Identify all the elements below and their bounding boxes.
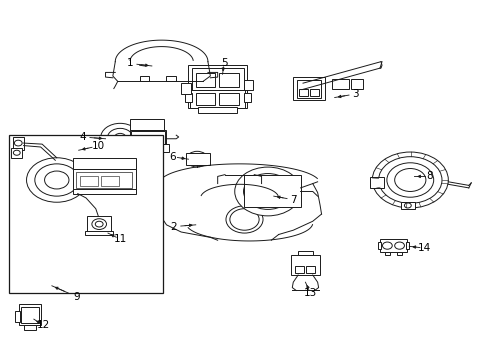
Bar — [243, 93, 250, 102]
Bar — [73, 169, 136, 190]
Circle shape — [404, 203, 410, 208]
Text: 8: 8 — [426, 171, 432, 181]
Bar — [166, 76, 176, 81]
Bar — [73, 158, 136, 169]
Circle shape — [35, 164, 79, 196]
Bar — [188, 65, 246, 108]
Bar — [84, 231, 113, 234]
Circle shape — [186, 151, 207, 167]
Bar — [384, 252, 389, 255]
Circle shape — [229, 209, 259, 230]
Circle shape — [371, 152, 447, 208]
Circle shape — [14, 140, 22, 146]
Bar — [195, 93, 215, 105]
Bar — [298, 251, 312, 255]
Circle shape — [243, 174, 292, 210]
Bar — [13, 137, 23, 149]
Bar — [293, 77, 325, 100]
Text: 12: 12 — [37, 320, 50, 330]
Circle shape — [26, 158, 87, 202]
Circle shape — [378, 157, 441, 203]
Circle shape — [135, 135, 140, 139]
Bar — [369, 177, 383, 188]
Text: 7: 7 — [289, 195, 296, 205]
Circle shape — [13, 150, 20, 155]
Text: 10: 10 — [91, 141, 104, 151]
Circle shape — [95, 221, 103, 227]
Circle shape — [394, 242, 404, 249]
Circle shape — [382, 242, 391, 249]
Bar — [379, 239, 406, 252]
Bar — [73, 189, 136, 194]
Bar — [80, 176, 98, 186]
Circle shape — [253, 181, 282, 202]
Circle shape — [394, 168, 425, 192]
Bar — [76, 172, 132, 188]
Text: 2: 2 — [170, 222, 177, 231]
Circle shape — [234, 167, 301, 216]
Bar — [130, 119, 163, 130]
Bar — [129, 144, 168, 152]
Bar — [21, 307, 39, 323]
Text: 14: 14 — [417, 243, 430, 253]
Bar — [131, 131, 164, 144]
Bar — [15, 311, 20, 321]
Circle shape — [260, 186, 275, 197]
Bar — [198, 107, 237, 113]
Circle shape — [41, 274, 51, 282]
Bar — [309, 89, 318, 96]
Text: 4: 4 — [79, 132, 86, 142]
Text: 11: 11 — [113, 234, 126, 244]
Circle shape — [386, 163, 433, 197]
Circle shape — [101, 123, 140, 152]
Text: 6: 6 — [169, 152, 175, 162]
Bar — [87, 216, 111, 232]
Text: 13: 13 — [303, 288, 316, 298]
Bar — [405, 242, 408, 249]
Bar — [305, 266, 314, 273]
Text: 3: 3 — [352, 89, 358, 99]
Text: 9: 9 — [73, 292, 80, 302]
Bar — [181, 83, 190, 94]
Bar — [244, 175, 300, 207]
Bar — [377, 242, 380, 249]
Circle shape — [225, 206, 263, 233]
Bar — [195, 73, 215, 87]
Bar — [243, 80, 253, 90]
Bar — [219, 73, 238, 87]
Bar — [189, 90, 245, 108]
Bar — [31, 275, 36, 284]
Bar — [130, 130, 166, 145]
Bar — [219, 93, 238, 105]
Bar — [11, 148, 22, 158]
Bar — [396, 252, 401, 255]
Bar — [290, 255, 320, 275]
Circle shape — [190, 154, 203, 164]
Text: 5: 5 — [220, 58, 227, 68]
Bar — [295, 266, 304, 273]
Bar — [191, 68, 243, 90]
Bar — [101, 176, 119, 186]
Bar — [140, 76, 149, 81]
Circle shape — [107, 129, 133, 147]
Text: 1: 1 — [126, 58, 133, 68]
Bar — [19, 305, 41, 325]
Bar — [9, 135, 163, 293]
Circle shape — [114, 134, 126, 142]
Bar — [184, 93, 192, 102]
Bar — [297, 80, 320, 98]
Bar — [331, 79, 348, 89]
Bar — [400, 202, 414, 209]
Circle shape — [92, 219, 106, 229]
Bar — [35, 267, 58, 288]
Circle shape — [154, 135, 159, 139]
Bar — [350, 79, 362, 89]
Circle shape — [44, 171, 69, 189]
Bar — [299, 89, 307, 96]
Bar — [185, 153, 210, 165]
Bar — [24, 324, 36, 330]
Bar — [39, 270, 54, 286]
Bar — [57, 275, 62, 284]
